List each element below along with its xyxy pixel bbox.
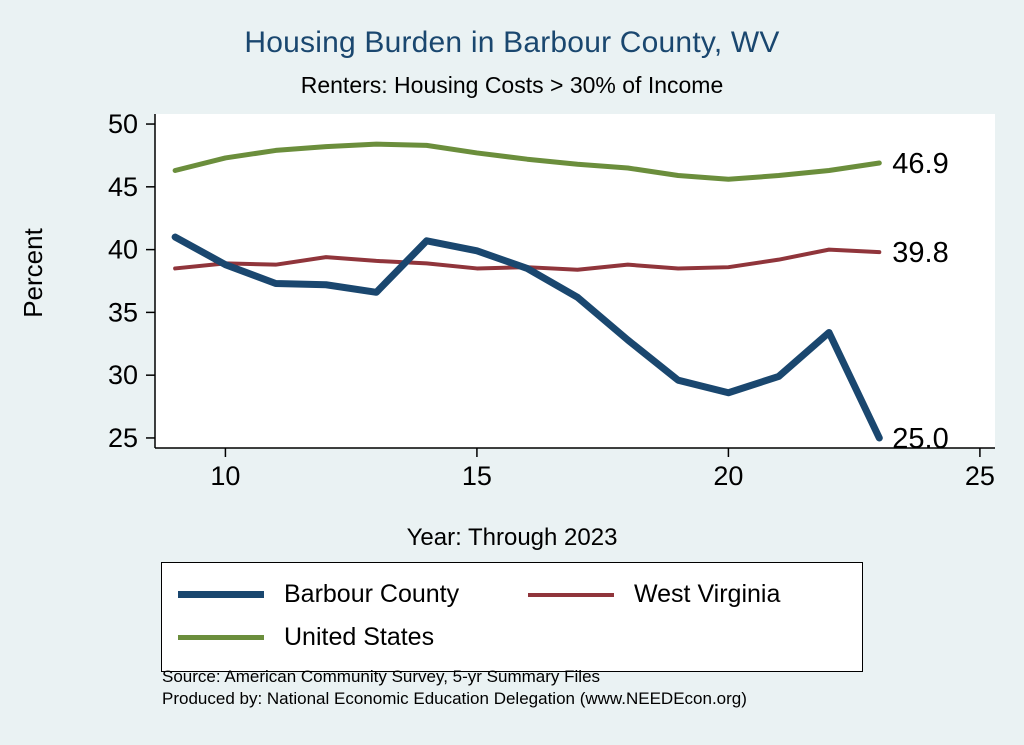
legend-row: United States — [162, 616, 862, 659]
legend-label-barbour-county: Barbour County — [284, 580, 460, 608]
legend-item-west-virginia: West Virginia — [512, 573, 862, 616]
svg-text:25: 25 — [965, 461, 995, 491]
produced-by-note-line: Produced by: National Economic Education… — [162, 689, 747, 709]
legend-label-united-states: United States — [284, 623, 435, 651]
svg-text:20: 20 — [713, 461, 743, 491]
svg-text:15: 15 — [462, 461, 492, 491]
source-note-line: Source: American Community Survey, 5-yr … — [162, 667, 601, 686]
line-chart-plot-area: 25 30 35 40 45 50 10 15 20 25 Percent 39.8 46.9 25.0 — [18, 109, 995, 491]
svg-text:10: 10 — [210, 461, 240, 491]
legend-item-barbour-county: Barbour County — [162, 573, 512, 616]
legend-swatch-united-states — [178, 635, 264, 640]
legend-row: Barbour County West Virginia — [162, 573, 862, 616]
svg-text:50: 50 — [108, 109, 138, 139]
svg-text:46.9: 46.9 — [892, 148, 948, 180]
svg-text:39.8: 39.8 — [892, 237, 948, 269]
chart-subtitle: Renters: Housing Costs > 30% of Income — [300, 72, 724, 98]
x-axis-title: Year: Through 2023 — [406, 524, 618, 551]
svg-text:25: 25 — [108, 423, 138, 453]
legend-label-west-virginia: West Virginia — [634, 580, 781, 608]
svg-text:40: 40 — [108, 235, 138, 265]
source-notes: Source: American Community Survey, 5-yr … — [162, 666, 747, 711]
svg-text:25.0: 25.0 — [892, 423, 948, 455]
svg-text:35: 35 — [108, 297, 138, 327]
legend-swatch-west-virginia — [528, 592, 614, 597]
chart-title: Housing Burden in Barbour County, WV — [244, 26, 780, 59]
svg-text:45: 45 — [108, 172, 138, 202]
legend-swatch-barbour-county — [178, 591, 264, 598]
svg-text:30: 30 — [108, 360, 138, 390]
svg-text:Percent: Percent — [18, 227, 48, 317]
legend: Barbour County West Virginia United Stat… — [161, 562, 863, 672]
legend-item-united-states: United States — [162, 616, 512, 659]
